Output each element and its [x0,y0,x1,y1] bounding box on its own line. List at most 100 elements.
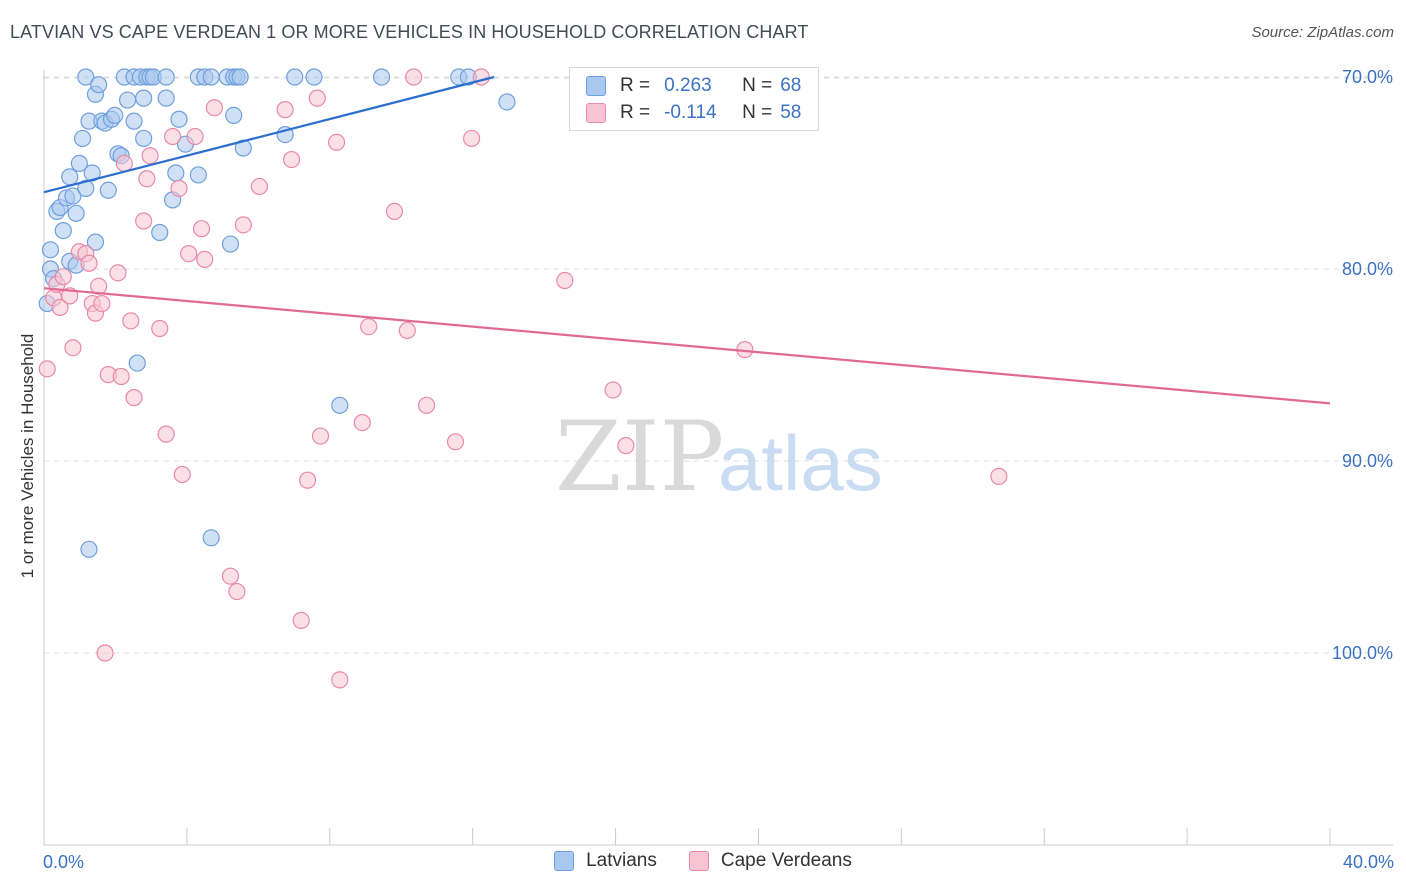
watermark-zip: ZIP [555,401,724,513]
data-point [372,68,391,86]
r-value: 0.263 [664,75,712,96]
data-point [41,241,60,259]
data-point [385,202,404,220]
data-point [221,235,240,253]
data-point [80,540,98,558]
data-point [38,360,56,378]
data-point [405,68,423,86]
data-point [286,68,304,86]
data-point [164,127,182,146]
source-note: Source: ZipAtlas.com [1251,24,1394,41]
data-point [327,133,346,151]
data-point [77,68,95,86]
data-point [234,216,252,234]
data-point [90,277,108,295]
data-point [292,611,310,629]
data-point [106,106,124,125]
legend-item-latvians[interactable]: Latvians [554,850,657,872]
x-tick-min: 0.0% [43,852,85,872]
data-point [93,294,111,313]
series-cape-verdeans [38,68,1008,689]
stats-row-latvians: R = 0.263 N = 68 [586,74,801,98]
trend-lines [43,75,1331,405]
latvians-swatch [554,851,575,871]
n-label: N = [742,75,773,96]
data-point [157,68,175,86]
n-label: N = [742,102,773,123]
data-point [86,233,105,251]
data-point [202,68,220,86]
data-point [228,582,246,601]
trend-line-latvians [43,75,495,194]
data-point [173,465,191,484]
data-point [125,389,143,407]
data-point [135,212,153,230]
data-point [54,222,72,240]
y-tick-label: 90.0% [1342,451,1393,471]
data-point [96,644,114,662]
data-point [77,179,95,197]
data-point [157,425,175,443]
latvians-swatch [586,76,606,96]
data-point [556,271,574,290]
data-point [115,154,133,172]
data-point [276,101,294,119]
axes [43,70,1393,846]
stats-legend: R = 0.263 N = 68 R = -0.114 N = 58 [569,67,819,131]
data-point [311,427,330,445]
data-point [446,433,465,451]
data-point [170,110,188,128]
y-tick-label: 70.0% [1342,67,1393,87]
data-point [180,245,198,263]
data-point [73,129,92,148]
legend-item-cape-verdeans[interactable]: Cape Verdeans [688,850,852,872]
data-point [282,150,301,169]
data-point [353,414,371,432]
data-point [170,179,188,197]
data-point [189,166,207,184]
data-point [462,129,481,148]
data-point [192,220,211,238]
y-tick-label: 100.0% [1332,643,1393,663]
data-point [122,312,140,330]
data-point [64,339,82,357]
data-point [99,181,117,199]
chart-title: LATVIAN VS CAPE VERDEAN 1 OR MORE VEHICL… [10,22,809,42]
watermark: ZIP atlas [555,401,883,513]
legend-label: Latvians [586,850,657,871]
data-point [360,318,378,336]
data-point [135,89,153,107]
data-point [109,264,127,282]
data-point [225,106,243,125]
data-point [417,396,436,414]
data-point [125,112,143,130]
data-point [604,381,622,399]
data-point [138,170,156,188]
series-legend: Latvians Cape Verdeans [0,850,1406,872]
data-point [305,68,323,86]
r-value: -0.114 [664,102,717,123]
data-point [51,298,69,316]
data-point [331,671,349,689]
data-point [83,164,101,182]
data-point [151,223,169,242]
series-latvians [38,68,516,558]
data-point [202,529,220,547]
data-point [186,127,204,146]
trend-line-cape-verdeans [43,287,1331,405]
data-point [231,68,249,86]
data-point [135,129,153,148]
y-tick-labels: 100.0% 90.0% 80.0% 70.0% [1332,67,1393,663]
data-point [128,354,146,372]
gridlines [44,76,1393,654]
data-point [250,177,269,196]
cape-verdeans-swatch [688,851,709,871]
data-point [196,250,214,268]
data-point [331,396,349,414]
data-point [90,76,108,94]
data-point [205,99,223,117]
data-point [308,89,326,107]
data-point [67,204,85,222]
data-point [54,268,72,286]
